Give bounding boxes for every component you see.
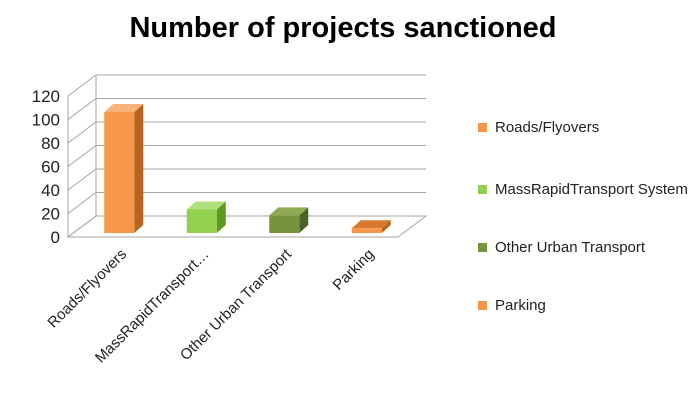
gridline [67,74,426,97]
gridline [67,192,426,214]
gridline [67,168,426,191]
y-tick-label: 0 [51,228,60,247]
legend-swatch [478,301,487,310]
bar [269,207,309,233]
x-tick-label: Parking [330,246,378,294]
legend-swatch [478,243,487,252]
legend-swatch [478,123,487,132]
gridline [67,121,426,144]
bar-side [381,220,391,233]
legend-item: Other Urban Transport [478,238,688,257]
bar-front [269,215,300,233]
legend-label: Roads/Flyovers [495,119,600,136]
legend-swatch [478,185,487,194]
bar-top [104,103,144,112]
gridline [67,215,426,238]
y-axis-ticks: 0 20 40 60 80 100 120 [32,87,60,247]
gridline [67,145,426,167]
y-tick-label: 100 [32,111,60,130]
bar-side [134,103,144,233]
bar-side [299,207,309,233]
bar-front [186,209,217,233]
legend-label: MassRapidTransport System [495,181,688,198]
bar-top [351,220,391,229]
bar-top [186,201,226,210]
gridlines [67,74,426,238]
y-tick-label: 120 [32,87,60,106]
bar-top [269,207,309,216]
bars [104,103,391,233]
bar-front [351,228,382,233]
legend-item: MassRapidTransport System [478,180,688,199]
bar [351,220,391,233]
bar [186,201,226,233]
bar-front [104,111,135,233]
x-tick-label: Roads/Flyovers [44,246,130,332]
legend-label: Other Urban Transport [495,239,646,256]
legend-item: Parking [478,296,688,315]
legend-item: Roads/Flyovers [478,118,688,137]
bar [104,103,144,233]
y-tick-label: 40 [41,181,60,200]
y-tick-label: 80 [41,134,60,153]
legend-label: Parking [495,297,546,314]
gridline [67,98,426,120]
y-tick-label: 60 [41,158,60,177]
y-tick-label: 20 [41,205,60,224]
chart-title: Number of projects sanctioned [129,12,556,44]
bar-side [216,201,226,233]
